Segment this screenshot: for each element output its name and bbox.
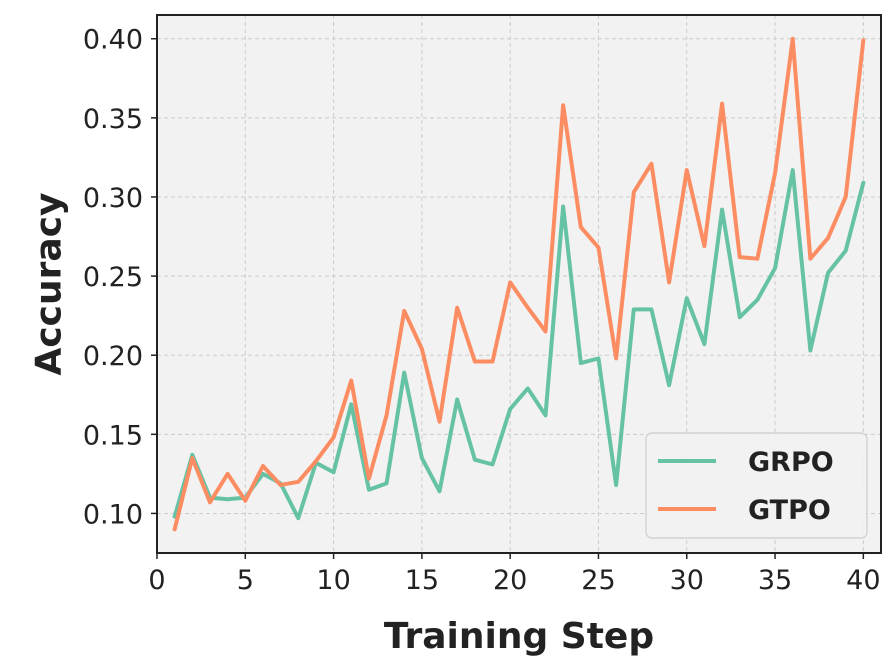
series-line-grpo [172,168,866,521]
y-axis-label: Accuracy [29,192,70,375]
x-tick-label: 5 [237,565,254,596]
plot-frame [156,14,882,554]
x-tick-label: 15 [405,565,439,596]
x-tick-label: 10 [316,565,350,596]
legend-label-grpo: GRPO [748,447,834,478]
x-tick-label: 30 [670,565,704,596]
x-tick-label: 40 [846,565,880,596]
y-tick-label: 0.30 [83,183,143,214]
x-axis-label: Training Step [384,616,654,657]
y-tick-label: 0.20 [83,341,143,372]
legend: GRPO GTPO [645,432,868,539]
x-axis-ticks: 0 5 10 15 20 25 30 35 40 [148,553,881,596]
y-tick-label: 0.35 [83,104,143,135]
x-tick-label: 0 [148,565,165,596]
series-line-gtpo [172,36,866,532]
y-tick-label: 0.40 [83,25,143,56]
y-tick-label: 0.10 [83,499,143,530]
x-tick-label: 25 [581,565,615,596]
y-axis-ticks: 0.10 0.15 0.20 0.25 0.30 0.35 0.40 [83,25,157,530]
y-tick-label: 0.25 [83,262,143,293]
x-tick-label: 35 [758,565,792,596]
x-tick-label: 20 [493,565,527,596]
y-tick-label: 0.15 [83,420,143,451]
legend-label-gtpo: GTPO [748,495,831,526]
series-lines [172,36,866,532]
